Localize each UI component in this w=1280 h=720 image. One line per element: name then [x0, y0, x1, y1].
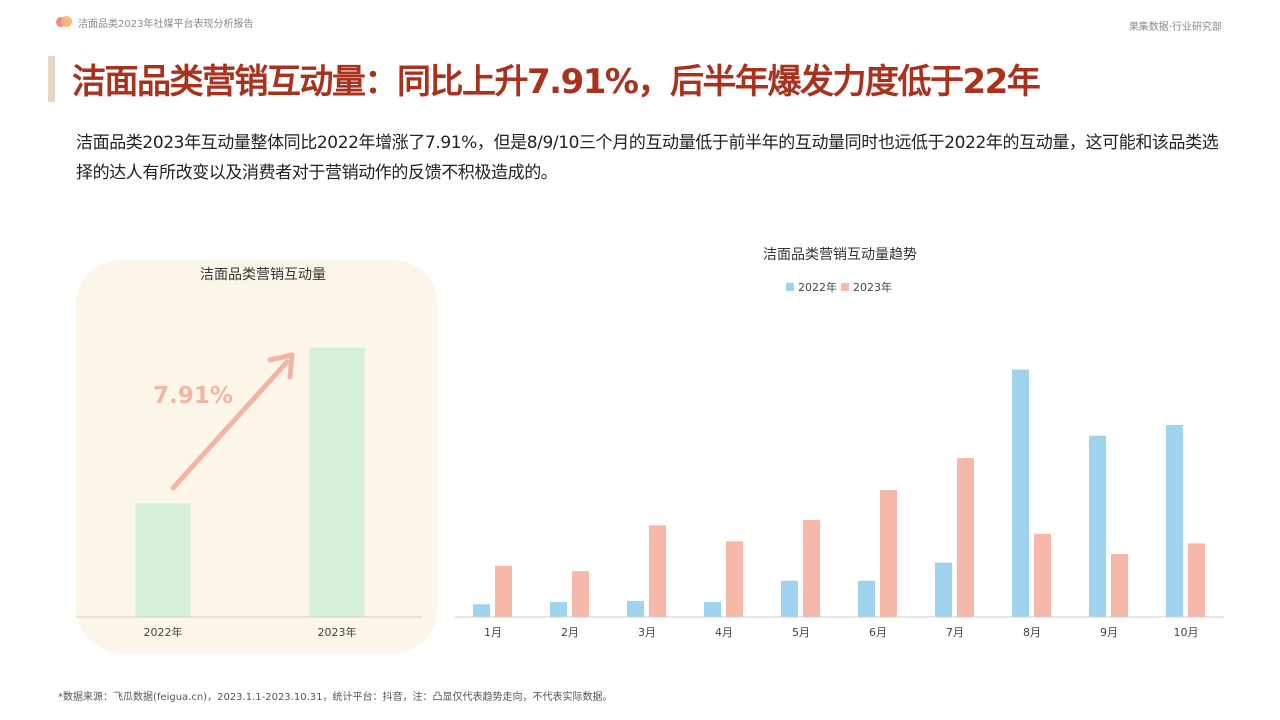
bar-2022: [781, 580, 798, 617]
bar-2022: [1166, 425, 1183, 617]
month-tick-label: 6月: [869, 626, 887, 639]
growth-arrow-icon: [170, 352, 295, 491]
brand-logo-icon: [56, 16, 73, 29]
annual-tick-label: 2022年: [144, 625, 183, 639]
bar-2023: [957, 458, 974, 617]
bar-2023: [495, 565, 512, 617]
legend-label: 2023年: [853, 280, 892, 294]
bar-2023: [1111, 554, 1128, 617]
bar-2023: [572, 571, 589, 617]
month-tick-label: 7月: [946, 626, 964, 639]
title-accent-bar: [48, 56, 55, 102]
org-name: 果集数据·行业研究部: [1128, 22, 1222, 33]
bar-2022: [935, 562, 952, 617]
annual-chart-title: 洁面品类营销互动量: [200, 267, 326, 283]
bar-2022: [627, 601, 644, 617]
page-title: 洁面品类营销互动量：同比上升7.91%，后半年爆发力度低于22年: [72, 62, 1041, 102]
month-tick-label: 9月: [1100, 626, 1118, 639]
month-tick-label: 10月: [1174, 626, 1199, 639]
bar-2022: [704, 602, 721, 617]
month-tick-label: 1月: [484, 626, 502, 639]
growth-label: 7.91%: [153, 383, 233, 409]
month-tick-label: 8月: [1023, 626, 1041, 639]
annual-tick-label: 2023年: [318, 625, 357, 639]
month-tick-label: 4月: [715, 626, 733, 639]
bar-2022: [473, 604, 490, 617]
report-header: 洁面品类2023年社媒平台表现分析报告: [56, 15, 253, 30]
bar-2023: [1188, 543, 1205, 617]
bar-2023: [726, 541, 743, 617]
month-tick-label: 5月: [792, 626, 810, 639]
footnote: *数据来源：飞瓜数据(feigua.cn)，2023.1.1-2023.10.3…: [58, 692, 613, 703]
bar-2022: [1012, 369, 1029, 617]
bar-2022: [550, 602, 567, 617]
annual-bar: [135, 503, 191, 617]
bar-2023: [880, 490, 897, 617]
bar-2022: [1089, 435, 1106, 617]
bar-2023: [803, 519, 820, 617]
bar-2022: [858, 580, 875, 617]
bar-2023: [1034, 533, 1051, 617]
month-tick-label: 3月: [638, 626, 656, 639]
legend-swatch: [841, 283, 849, 291]
trend-chart-title: 洁面品类营销互动量趋势: [763, 247, 917, 263]
legend-swatch: [786, 283, 794, 291]
annual-bar: [309, 347, 365, 617]
bar-2023: [649, 525, 666, 617]
description: 洁面品类2023年互动量整体同比2022年增涨了7.91%，但是8/9/10三个…: [76, 133, 1219, 183]
legend-label: 2022年: [798, 280, 837, 294]
report-title: 洁面品类2023年社媒平台表现分析报告: [78, 19, 254, 30]
month-tick-label: 2月: [561, 626, 579, 639]
